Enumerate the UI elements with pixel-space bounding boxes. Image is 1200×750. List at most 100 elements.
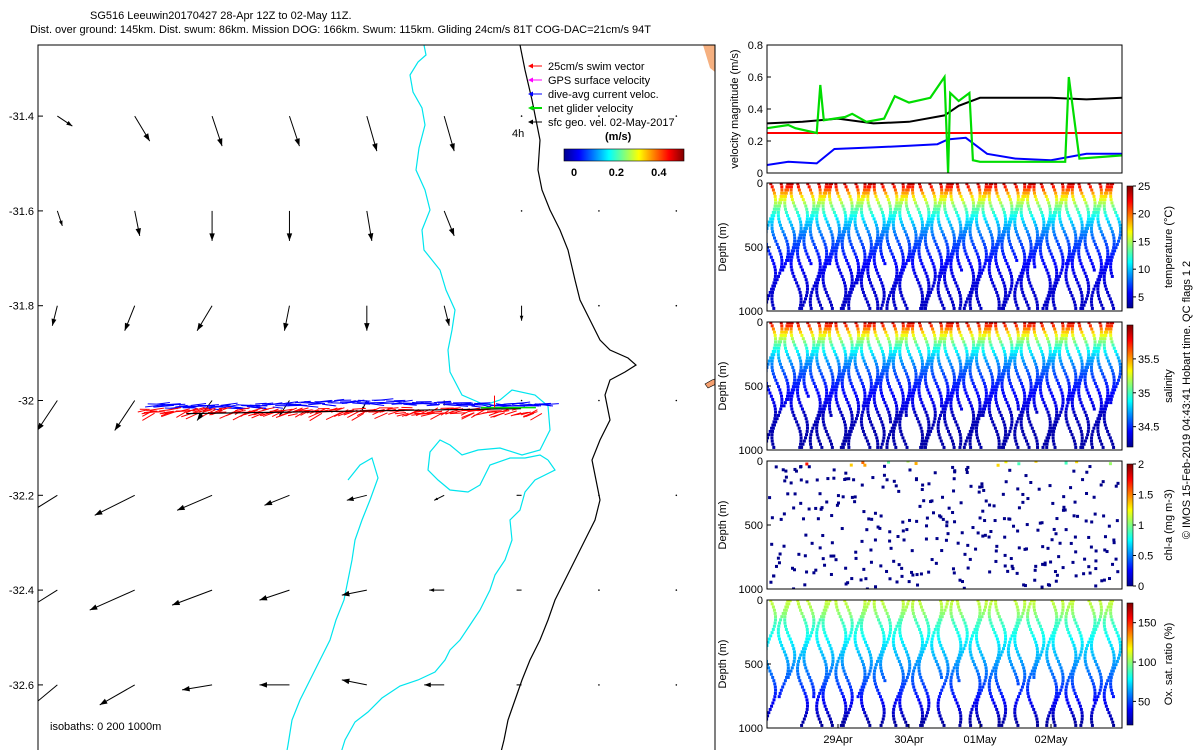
profile-marker: [859, 417, 863, 421]
profile-marker: [822, 239, 826, 243]
chl-marker: [850, 577, 854, 581]
profile-marker: [976, 413, 980, 417]
profile-marker: [976, 274, 980, 278]
profile-marker: [863, 223, 867, 227]
profile-marker: [795, 281, 799, 285]
chl-marker: [988, 570, 992, 574]
dive-avg-vector: [374, 398, 394, 402]
profile-marker: [869, 378, 873, 382]
chl-marker: [846, 581, 850, 585]
profile-marker: [858, 375, 862, 379]
profile-marker: [955, 394, 959, 398]
profile-marker: [1067, 214, 1071, 218]
profile-marker: [1039, 391, 1043, 395]
profile-marker: [1047, 436, 1051, 440]
profile-marker: [791, 226, 795, 230]
profile-marker: [795, 242, 799, 246]
chl-marker: [908, 468, 912, 472]
profile-marker: [937, 417, 941, 421]
profile-marker: [1071, 255, 1075, 259]
coastline: [500, 45, 637, 750]
profile-marker: [1109, 198, 1113, 202]
profile-marker: [1106, 183, 1110, 186]
profile-marker: [815, 343, 819, 347]
profile-marker: [789, 391, 793, 395]
profile-marker: [1070, 401, 1074, 405]
profile-marker: [1061, 191, 1065, 195]
profile-marker: [836, 236, 840, 240]
profile-marker: [809, 303, 813, 307]
profile-marker: [824, 258, 828, 262]
profile-marker: [1045, 233, 1049, 237]
chl-marker: [832, 554, 836, 558]
chl-marker: [1040, 521, 1044, 525]
profile-marker: [1054, 343, 1058, 347]
profile-marker: [963, 372, 967, 376]
profile-marker: [1028, 252, 1032, 256]
profile-marker: [818, 194, 822, 198]
profile-marker: [838, 236, 842, 240]
profile-marker: [1065, 265, 1069, 269]
profile-marker: [790, 362, 794, 366]
profile-marker: [1044, 194, 1048, 198]
profile-marker: [908, 388, 912, 392]
profile-marker: [939, 333, 943, 337]
profile-marker: [798, 401, 802, 405]
profile-marker: [794, 346, 798, 350]
profile-marker: [856, 188, 860, 192]
profile-marker: [1066, 423, 1070, 427]
profile-marker: [1058, 217, 1062, 221]
profile-marker: [811, 426, 815, 430]
profile-marker: [944, 404, 948, 408]
profile-marker: [866, 194, 870, 198]
profile-marker: [813, 210, 817, 214]
profile-marker: [927, 420, 931, 424]
profile-marker: [1003, 353, 1007, 357]
profile-marker: [809, 188, 813, 192]
profile-marker: [1074, 236, 1078, 240]
profile-marker: [850, 349, 854, 353]
chl-marker: [836, 494, 840, 498]
profile-marker: [803, 369, 807, 373]
profile-marker: [975, 223, 979, 227]
profile-marker: [1103, 404, 1107, 408]
profile-marker: [822, 265, 826, 269]
geo-vel-arrow-head: [17, 609, 25, 615]
profile-marker: [837, 372, 841, 376]
profile-marker: [1049, 290, 1053, 294]
profile-marker: [771, 397, 775, 401]
dive-avg-vector: [323, 403, 337, 407]
profile-marker: [806, 223, 810, 227]
profile-marker: [907, 252, 911, 256]
profile-marker: [970, 356, 974, 360]
profile-marker: [949, 191, 953, 195]
profile-marker: [1054, 265, 1058, 269]
geo-vel-dot: [675, 589, 678, 591]
profile-marker: [969, 294, 973, 298]
profile-marker: [1004, 359, 1008, 363]
dive-avg-vector: [498, 404, 512, 406]
profile-marker: [850, 346, 854, 350]
profile-marker: [899, 290, 903, 294]
profile-marker: [767, 711, 771, 715]
profile-marker: [891, 220, 895, 224]
profile-marker: [1074, 343, 1078, 347]
profile-marker: [843, 362, 847, 366]
profile-marker: [792, 274, 796, 278]
profile-marker: [930, 369, 934, 373]
profile-marker: [1106, 327, 1110, 331]
profile-marker: [949, 327, 953, 331]
profile-marker: [789, 404, 793, 408]
profile-marker: [866, 191, 870, 195]
profile-marker: [1095, 420, 1099, 424]
chl-marker: [870, 517, 874, 521]
profile-marker: [946, 217, 950, 221]
profile-marker: [879, 207, 883, 211]
profile-colorbar-label: salinity: [1163, 369, 1175, 403]
profile-marker: [842, 365, 846, 369]
profile-marker: [1006, 404, 1010, 408]
profile-marker: [1001, 207, 1005, 211]
profile-marker: [944, 378, 948, 382]
profile-marker: [875, 365, 879, 369]
profile-marker: [839, 410, 843, 414]
